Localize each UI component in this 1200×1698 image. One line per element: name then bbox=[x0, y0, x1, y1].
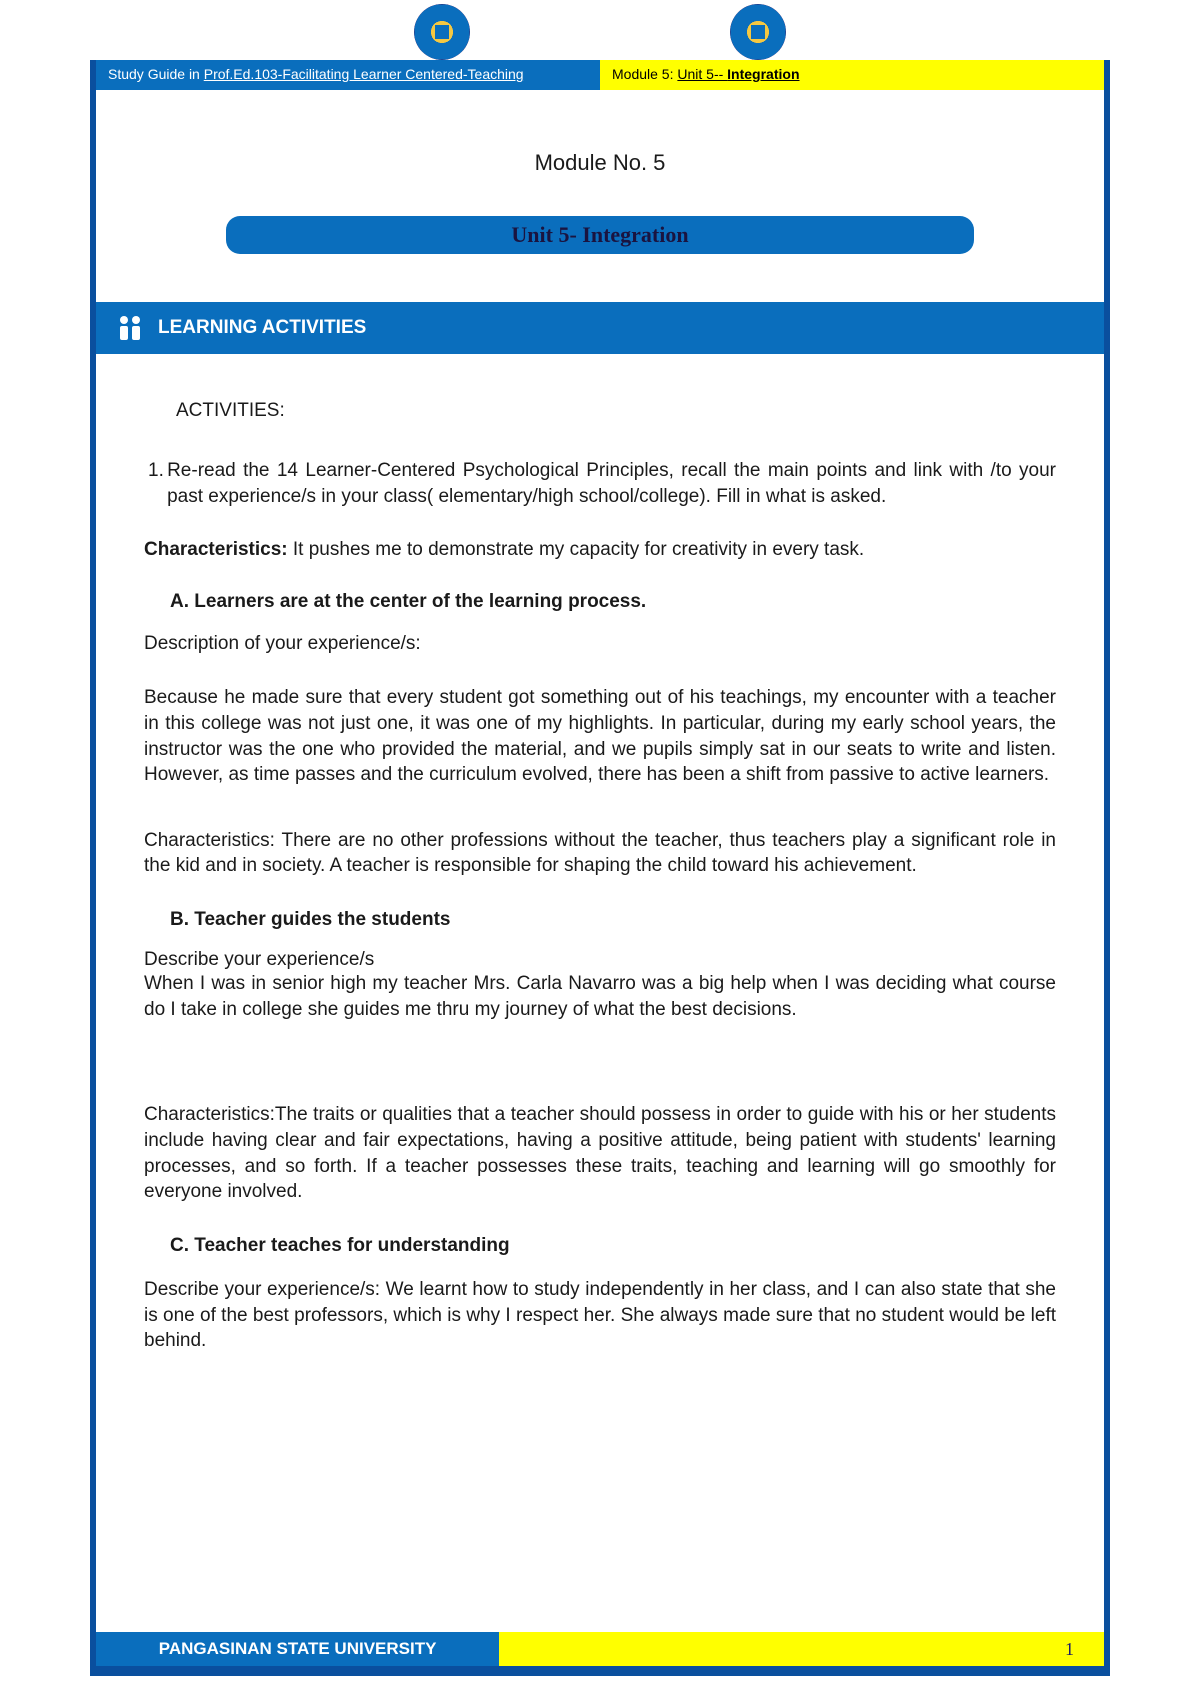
header-right-prefix: Module 5: bbox=[612, 66, 677, 82]
item-text: Re-read the 14 Learner-Centered Psycholo… bbox=[167, 458, 1056, 509]
learning-banner-text: LEARNING ACTIVITIES bbox=[158, 317, 366, 339]
description-c-text: Describe your experience/s: We learnt ho… bbox=[144, 1277, 1056, 1354]
learning-icon bbox=[114, 312, 146, 344]
logo-row bbox=[0, 0, 1200, 60]
characteristics-label: Characteristics: bbox=[144, 539, 288, 560]
section-b-heading: B. Teacher guides the students bbox=[170, 909, 1056, 931]
document-border: Study Guide in Prof.Ed.103-Facilitating … bbox=[90, 60, 1110, 1676]
description-a-text: Because he made sure that every student … bbox=[144, 685, 1056, 788]
document-page: Study Guide in Prof.Ed.103-Facilitating … bbox=[0, 0, 1200, 1698]
header-right-link: Unit 5-- Integration bbox=[677, 66, 799, 82]
section-a-heading: A. Learners are at the center of the lea… bbox=[170, 591, 1056, 613]
characteristics-top: Characteristics: It pushes me to demonst… bbox=[144, 539, 1056, 561]
description-a-label: Description of your experience/s: bbox=[144, 633, 1056, 655]
characteristics-text: It pushes me to demonstrate my capacity … bbox=[288, 539, 865, 560]
university-logo-right bbox=[730, 4, 786, 60]
header-right: Module 5: Unit 5-- Integration bbox=[600, 60, 1104, 90]
footer-spacer bbox=[499, 1632, 1003, 1666]
characteristics-a-text: Characteristics: There are no other prof… bbox=[144, 828, 1056, 879]
activity-item-1: 1. Re-read the 14 Learner-Centered Psych… bbox=[148, 458, 1056, 509]
footer-page-number: 1 bbox=[1003, 1632, 1104, 1666]
university-logo-left bbox=[414, 4, 470, 60]
content-area: ACTIVITIES: 1. Re-read the 14 Learner-Ce… bbox=[96, 400, 1104, 1354]
characteristics-b-text: Characteristics:The traits or qualities … bbox=[144, 1102, 1056, 1205]
module-title: Module No. 5 bbox=[96, 150, 1104, 176]
unit-banner: Unit 5- Integration bbox=[226, 216, 974, 254]
description-b-label: Describe your experience/s bbox=[144, 949, 1056, 971]
header-left-prefix: Study Guide in bbox=[108, 66, 204, 82]
footer-university: PANGASINAN STATE UNIVERSITY bbox=[96, 1632, 499, 1666]
header-left: Study Guide in Prof.Ed.103-Facilitating … bbox=[96, 60, 600, 90]
item-number: 1. bbox=[148, 458, 167, 509]
learning-activities-banner: LEARNING ACTIVITIES bbox=[96, 302, 1104, 354]
header-left-link: Prof.Ed.103-Facilitating Learner Centere… bbox=[204, 66, 524, 82]
footer-bar: PANGASINAN STATE UNIVERSITY 1 bbox=[96, 1632, 1104, 1666]
description-b-text: When I was in senior high my teacher Mrs… bbox=[144, 971, 1056, 1022]
activities-label: ACTIVITIES: bbox=[176, 400, 1056, 422]
header-bar: Study Guide in Prof.Ed.103-Facilitating … bbox=[96, 60, 1104, 90]
section-c-heading: C. Teacher teaches for understanding bbox=[170, 1235, 1056, 1257]
